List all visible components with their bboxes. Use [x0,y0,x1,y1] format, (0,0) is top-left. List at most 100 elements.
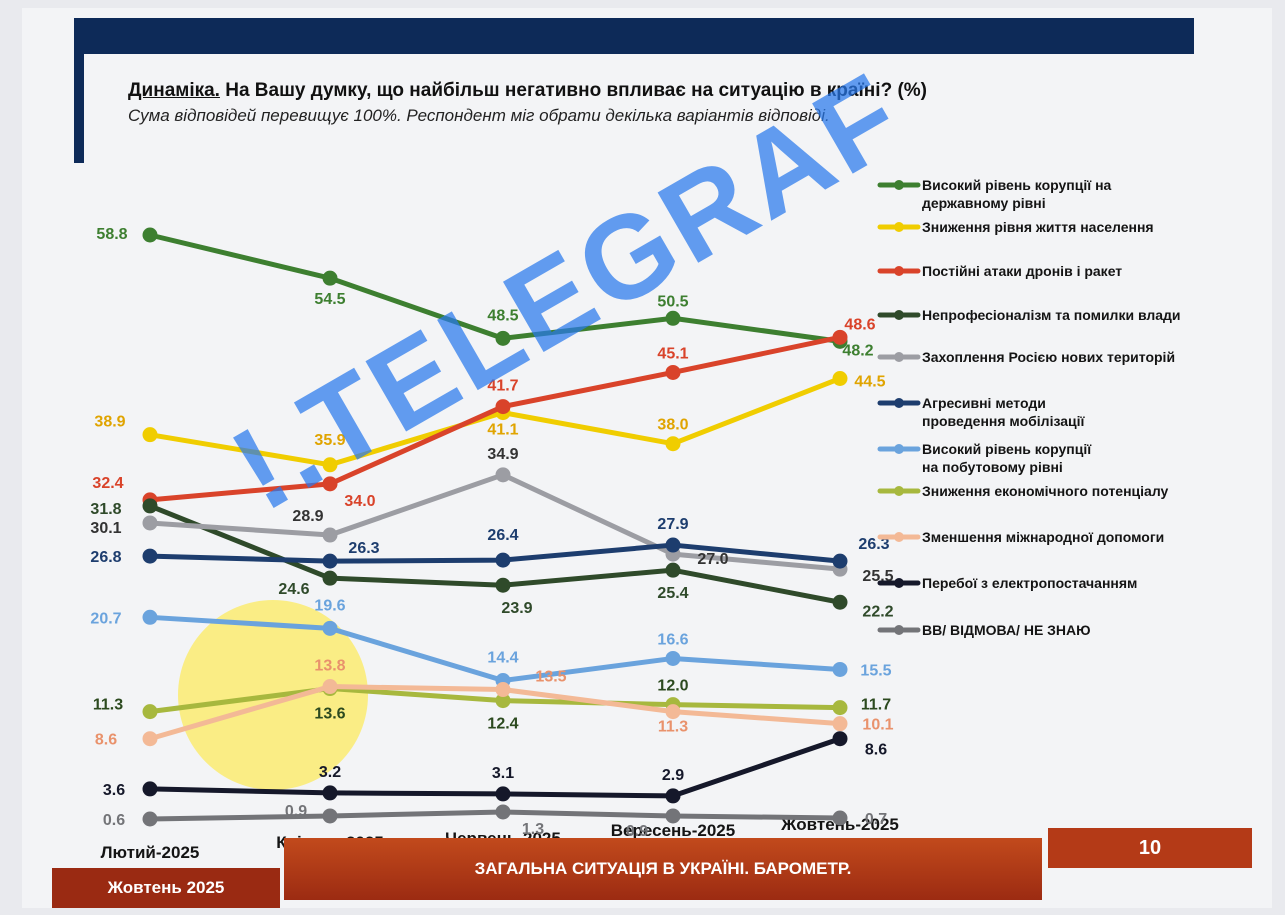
data-label: 14.4 [487,650,518,667]
data-label: 3.6 [103,782,125,799]
legend-label: Постійні атаки дронів і ракет [922,263,1122,279]
data-point [322,553,338,569]
data-label: 35.9 [314,432,345,449]
data-point [142,498,158,514]
series-4 [142,498,848,610]
data-label: 38.0 [657,417,688,434]
data-point [832,370,848,386]
series-line [147,232,843,344]
data-label: 2.9 [662,767,684,784]
data-point [665,562,681,578]
series-9 [142,679,848,747]
data-point [665,364,681,380]
legend-swatch-dot [894,180,904,190]
data-label: 44.5 [854,373,885,390]
footer-date: Жовтень 2025 [52,868,280,908]
data-point [322,270,338,286]
data-point [322,785,338,801]
data-point [322,570,338,586]
data-label: 27.0 [697,551,728,568]
legend-label: ВВ/ ВІДМОВА/ НЕ ЗНАЮ [922,622,1091,638]
data-label: 27.9 [657,516,688,533]
legend-label: Високий рівень корупції на державному рів… [922,177,1112,211]
data-label: 32.4 [92,475,123,492]
data-label: 48.5 [487,307,518,324]
data-label: 58.8 [96,226,127,243]
data-label: 12.0 [657,678,688,695]
legend-label-line: на побутовому рівні [922,459,1063,475]
chart-subtitle: Сума відповідей перевищує 100%. Респонде… [128,106,830,125]
data-point [495,577,511,593]
data-label: 50.5 [657,293,688,310]
data-point [665,788,681,804]
series-10 [142,731,848,804]
legend-label: Захоплення Росією нових територій [922,349,1175,365]
data-label: 16.6 [657,631,688,648]
data-label: 26.4 [487,527,518,544]
series-line [147,809,843,822]
data-point [832,731,848,747]
legend-item: Зниження економічного потенціалу [877,483,1169,499]
data-point [322,679,338,695]
legend-swatch-dot [894,444,904,454]
data-label: 15.5 [860,662,891,679]
legend-swatch-dot [894,532,904,542]
data-point [832,716,848,732]
data-label: 20.7 [90,610,121,627]
title-prefix: Динаміка. [128,80,220,101]
data-label: 13.6 [314,706,345,723]
data-label: 11.7 [861,697,891,714]
data-point [142,609,158,625]
data-point [665,808,681,824]
data-label: 13.8 [314,658,345,675]
data-label: 0.9 [285,803,307,820]
data-point [832,810,848,826]
data-point [495,786,511,802]
legend-item: ВВ/ ВІДМОВА/ НЕ ЗНАЮ [877,622,1091,638]
legend-swatch-dot [894,266,904,276]
data-label: 1.3 [522,821,544,838]
legend-swatch-dot [894,310,904,320]
data-label: 41.1 [487,422,518,439]
data-label: 25.4 [657,585,688,602]
legend-item: Зменшення міжнародної допомоги [877,529,1164,545]
data-point [665,436,681,452]
data-label: 28.9 [292,508,323,525]
legend-label-line: Високий рівень корупції [922,441,1092,457]
data-label: 34.9 [487,446,518,463]
legend-label-line: державному рівні [922,195,1046,211]
legend-label-line: проведення мобілізації [922,413,1086,429]
data-point [665,650,681,666]
data-point [832,553,848,569]
legend-item: Зниження рівня життя населення [877,219,1154,235]
data-point [142,781,158,797]
data-label: 19.6 [314,597,345,614]
data-point [832,700,848,716]
series-line [147,503,843,605]
legend-label: Зниження рівня життя населення [922,219,1154,235]
legend-item: Постійні атаки дронів і ракет [877,263,1122,279]
series-8 [142,681,848,720]
legend-swatch-dot [894,222,904,232]
data-label: 24.6 [278,581,309,598]
legend-label: Агресивні методи проведення мобілізації [922,395,1086,429]
legend-item: Високий рівень корупції на побутовому рів… [877,441,1092,475]
data-point [665,704,681,720]
title-question: На Вашу думку, що найбільш негативно впл… [219,80,927,101]
data-label: 26.3 [348,540,379,557]
data-label: 45.1 [657,345,688,362]
series-7 [142,609,848,689]
data-point [495,330,511,346]
legend-label: Зменшення міжнародної допомоги [922,529,1164,545]
data-point [142,515,158,531]
data-label: 11.3 [658,719,688,736]
legend-item: Високий рівень корупції на державному рів… [877,177,1112,211]
x-tick-label: Лютий-2025 [101,843,200,862]
data-label: 34.0 [344,493,375,510]
data-label: 30.1 [90,520,121,537]
data-point [495,804,511,820]
data-label: 54.5 [314,291,345,308]
data-label: 48.2 [842,342,873,359]
data-point [665,537,681,553]
